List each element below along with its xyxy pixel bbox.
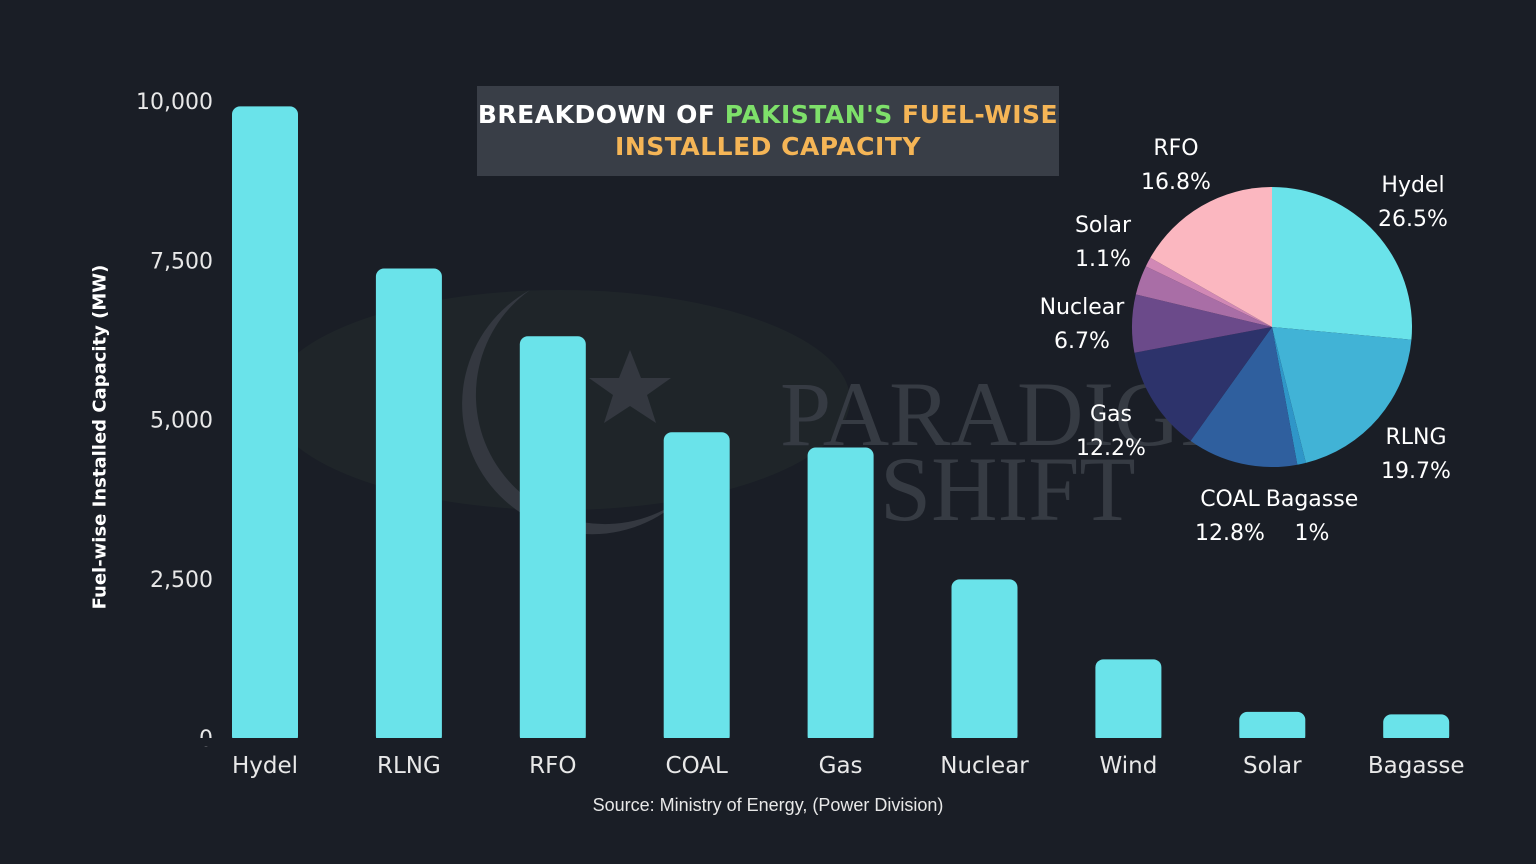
title-line2: INSTALLED CAPACITY — [615, 131, 921, 163]
pie-slice-coal — [1190, 327, 1298, 467]
baseline-mask — [200, 738, 1500, 746]
pie-slice-rfo — [1150, 187, 1272, 327]
bar-bagasse — [1383, 714, 1450, 744]
pie-chart — [1132, 187, 1413, 467]
pie-labels: Hydel 26.5% RLNG 19.7% Bagasse 1% COAL 12.8% Gas… — [1040, 136, 1451, 546]
pie-slice-gas — [1134, 327, 1272, 441]
title-part1: BREAKDOWN OF — [477, 100, 716, 129]
pie-label-name: Gas — [1090, 402, 1132, 427]
x-tick-label: Bagasse — [1368, 753, 1465, 779]
watermark-text-line2: SHIFT — [880, 438, 1136, 540]
pie-label-name: Nuclear — [1040, 295, 1126, 320]
y-axis-label: Fuel-wise Installed Capacity (MW) — [89, 264, 111, 610]
pie-label-percent: 19.7% — [1381, 459, 1451, 484]
title-part3: FUEL-WISE — [902, 100, 1059, 129]
y-tick-label: 10,000 — [136, 90, 213, 115]
bar-nuclear — [951, 579, 1018, 744]
x-tick-label: Hydel — [232, 753, 298, 779]
x-axis-ticks: Hydel RLNG RFO COAL Gas Nuclear Wind Solar Bagas… — [232, 753, 1465, 779]
bar-wind — [1095, 659, 1162, 744]
x-tick-label: Wind — [1099, 753, 1157, 779]
bar-gas — [807, 447, 874, 744]
pie-slice-bagasse — [1272, 327, 1306, 465]
pie-label-name: COAL — [1200, 487, 1260, 512]
bar-rlng — [375, 268, 442, 744]
pie-label-name: RLNG — [1385, 425, 1446, 450]
x-tick-label: Nuclear — [940, 753, 1029, 779]
pie-label-name: Hydel — [1381, 173, 1444, 198]
pie-label-percent: 12.8% — [1195, 521, 1265, 546]
bar-solar — [1239, 711, 1306, 744]
bar-rfo — [519, 336, 586, 744]
x-tick-label: Solar — [1243, 753, 1302, 779]
x-tick-label: RLNG — [377, 753, 441, 779]
source-note: Source: Ministry of Energy, (Power Divis… — [592, 795, 944, 815]
x-tick-label: RFO — [529, 753, 576, 779]
title-part2: PAKISTAN'S — [724, 100, 893, 129]
pie-label-name: RFO — [1153, 136, 1198, 161]
y-tick-label: 5,000 — [150, 409, 213, 434]
x-tick-label: Gas — [819, 753, 863, 779]
bar-hydel — [232, 106, 298, 745]
pie-label-name: Bagasse — [1266, 487, 1358, 512]
chart-title: BREAKDOWN OF PAKISTAN'S FUEL-WISE INSTAL… — [477, 86, 1059, 176]
title-part4: INSTALLED CAPACITY — [615, 132, 921, 161]
pie-label-percent: 1.1% — [1075, 247, 1131, 272]
bar-series — [200, 106, 1500, 746]
bar-coal — [663, 432, 730, 744]
pie-slice-rlng — [1272, 327, 1412, 463]
pie-label-percent: 12.2% — [1076, 436, 1146, 461]
pie-slice-wind — [1135, 266, 1272, 327]
pie-label-percent: 26.5% — [1378, 207, 1448, 232]
pie-slice-solar — [1145, 257, 1272, 327]
pie-label-percent: 1% — [1295, 521, 1330, 546]
pie-slice-hydel — [1272, 187, 1413, 340]
x-tick-label: COAL — [666, 753, 728, 779]
pie-label-percent: 6.7% — [1054, 329, 1110, 354]
pie-label-percent: 16.8% — [1141, 170, 1211, 195]
y-tick-label: 2,500 — [150, 568, 213, 593]
pie-label-name: Solar — [1075, 213, 1132, 238]
star-icon — [589, 350, 671, 423]
y-tick-label: 7,500 — [150, 249, 213, 274]
title-line1: BREAKDOWN OF PAKISTAN'S FUEL-WISE — [478, 99, 1058, 131]
pie-slice-nuclear — [1132, 294, 1272, 353]
